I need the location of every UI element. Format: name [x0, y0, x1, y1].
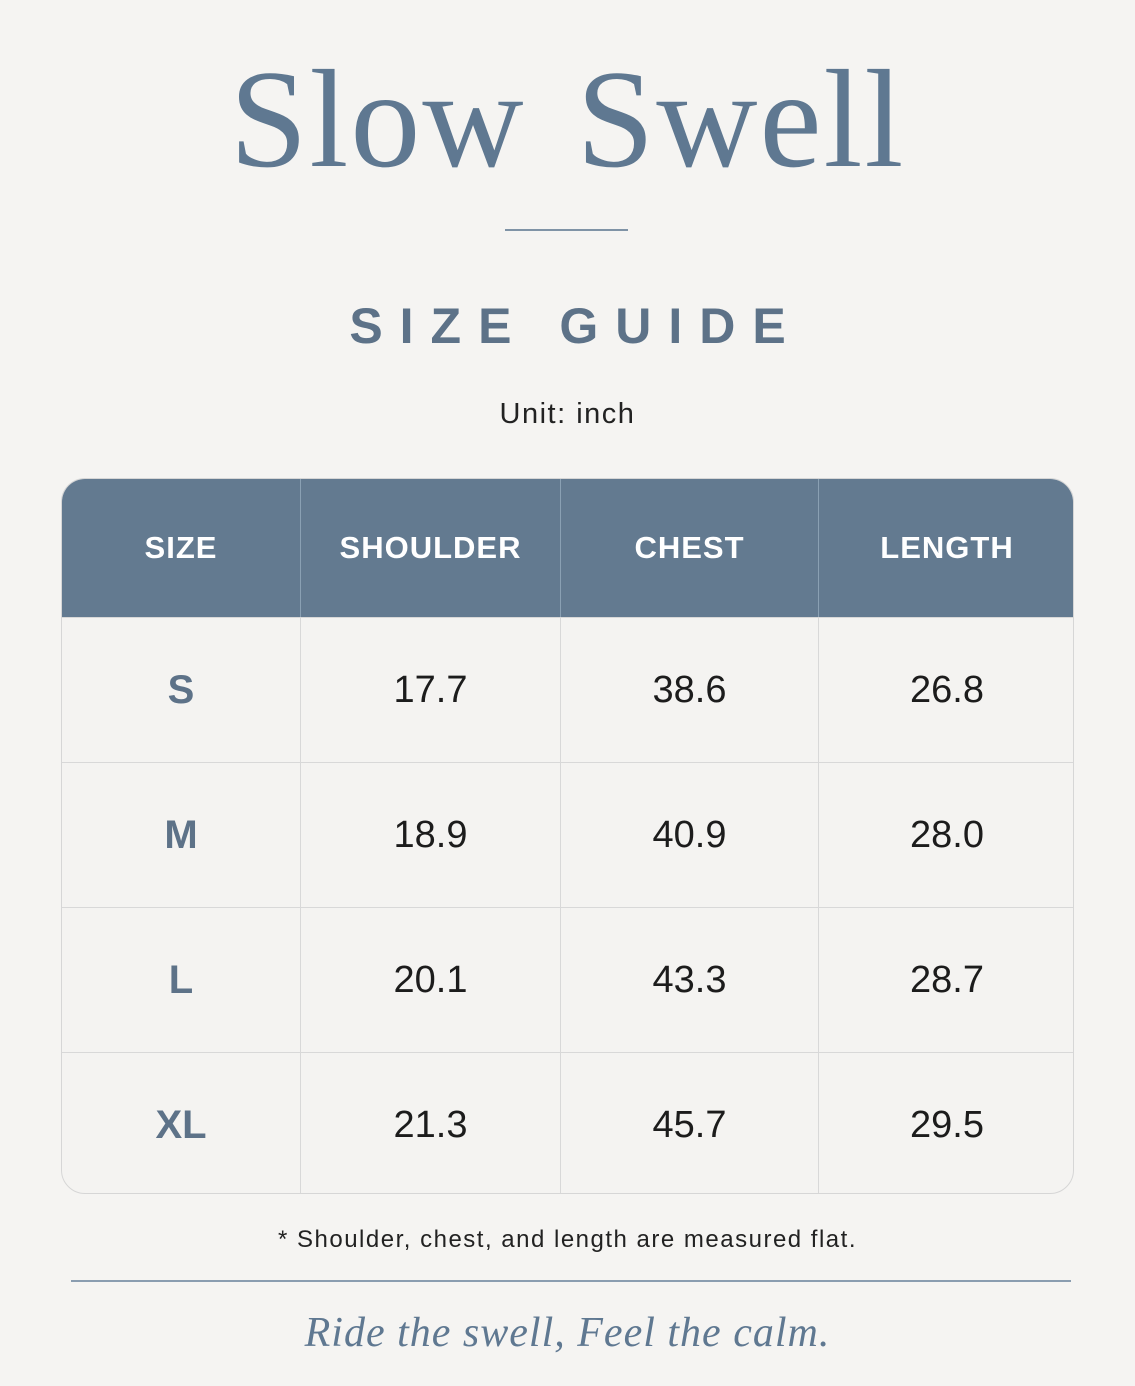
column-header: SHOULDER: [301, 479, 561, 617]
size-cell: M: [62, 762, 301, 907]
note: * Shoulder, chest, and length are measur…: [278, 1226, 857, 1253]
measure-cell: 28.7: [819, 907, 1073, 1052]
measure-cell: 29.5: [819, 1052, 1073, 1193]
measure-cell: 17.7: [301, 617, 561, 762]
measure-cell: 38.6: [561, 617, 819, 762]
measure-cell: 43.3: [561, 907, 819, 1052]
column-header: SIZE: [62, 479, 301, 617]
measure-cell: 20.1: [301, 907, 561, 1052]
divider: [505, 229, 628, 231]
measure-cell: 28.0: [819, 762, 1073, 907]
tagline: Ride the swell, Feel the calm.: [304, 1310, 831, 1356]
measure-cell: 21.3: [301, 1052, 561, 1193]
measure-cell: 18.9: [301, 762, 561, 907]
measure-cell: 26.8: [819, 617, 1073, 762]
size-cell: XL: [62, 1052, 301, 1193]
measure-cell: 45.7: [561, 1052, 819, 1193]
column-header: CHEST: [561, 479, 819, 617]
divider: [71, 1280, 1071, 1282]
size-cell: L: [62, 907, 301, 1052]
size-cell: S: [62, 617, 301, 762]
column-header: LENGTH: [819, 479, 1073, 617]
brand-title: Slow Swell: [229, 42, 906, 197]
heading: SIZE GUIDE: [349, 298, 803, 354]
unit-label: Unit: inch: [499, 398, 636, 430]
measure-cell: 40.9: [561, 762, 819, 907]
size-table: SIZE SHOULDER CHEST LENGTH S 17.7 38.6 26.8 M 18.…: [61, 478, 1074, 1194]
